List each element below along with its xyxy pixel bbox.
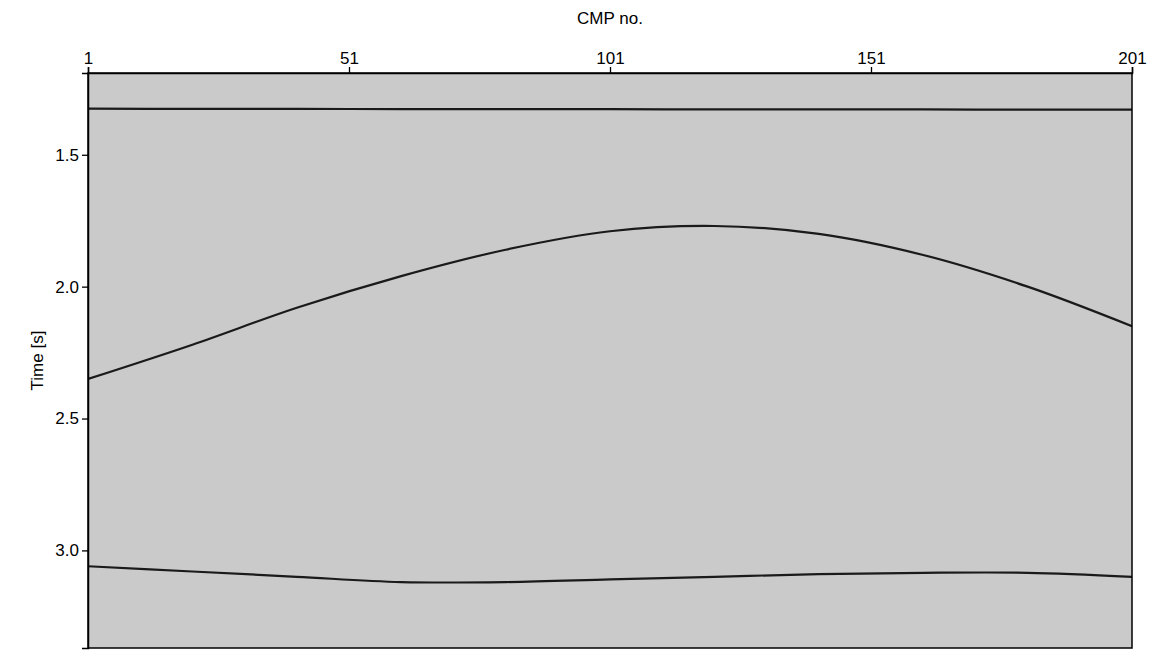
x-axis-title: CMP no. (577, 9, 643, 28)
y-tick-label: 3.0 (55, 541, 79, 560)
y-tick: 3.0 (55, 541, 88, 560)
x-tick: 1 (84, 49, 93, 73)
background (88, 73, 1132, 648)
y-tick-mark (82, 550, 88, 551)
x-tick: 151 (857, 49, 885, 73)
y-tick-label: 2.5 (55, 409, 79, 428)
x-tick: 101 (596, 49, 624, 73)
noise-texture (88, 73, 1132, 648)
y-tick-mark (82, 286, 88, 287)
plot-area: 1511011512011.52.02.53.0 (55, 49, 1146, 649)
x-axis: 151101151201 (84, 49, 1147, 74)
reflectors (88, 109, 1132, 583)
y-tick: 1.5 (55, 146, 88, 165)
plot-background (88, 73, 1132, 648)
x-tick-label: 51 (340, 49, 359, 68)
reflector-line (88, 566, 1132, 582)
x-tick-label: 151 (857, 49, 885, 68)
x-tick-label: 201 (1118, 49, 1146, 68)
y-axis-title: Time [s] (28, 331, 47, 391)
x-tick-label: 1 (84, 49, 93, 68)
chart: 1511011512011.52.02.53.0CMP no.Time [s] (0, 0, 1155, 671)
x-tick-label: 101 (596, 49, 624, 68)
reflector-line (88, 109, 1132, 110)
y-axis-line (82, 74, 89, 649)
y-tick-label: 2.0 (55, 278, 79, 297)
reflector-line (88, 226, 1132, 379)
y-tick-mark (82, 155, 88, 156)
y-tick: 2.0 (55, 278, 88, 297)
x-tick: 51 (340, 49, 359, 73)
x-tick: 201 (1118, 49, 1146, 73)
y-tick: 2.5 (55, 409, 88, 428)
y-axis: 1.5 2.0 2.5 3.0 (55, 74, 88, 649)
y-tick-mark (82, 418, 88, 419)
plot-frame (88, 73, 1132, 648)
y-tick-label: 1.5 (55, 146, 79, 165)
